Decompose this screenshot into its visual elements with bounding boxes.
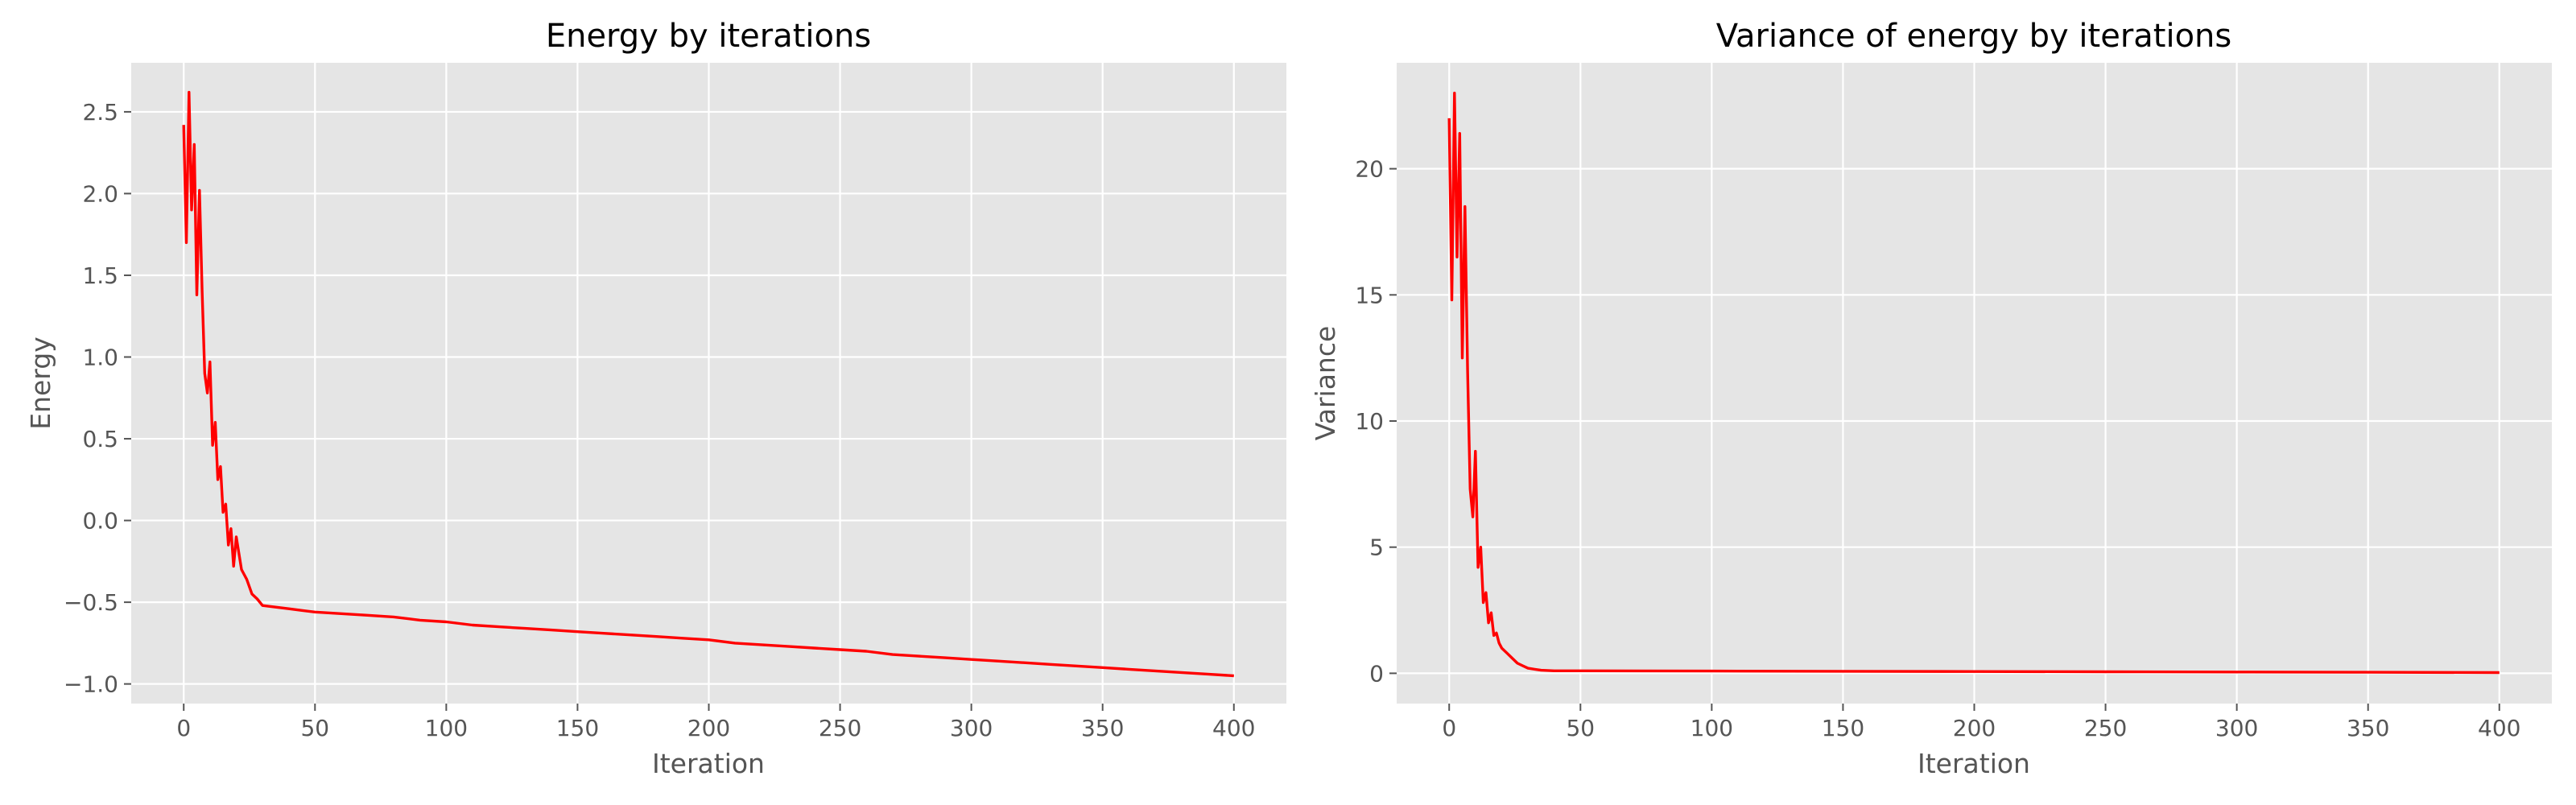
energy-chart: 0 50 100 150 200 250 300 350 400 −1.0 −0.5 0.0 0.5 1.… [25, 18, 1286, 779]
energy-y-tick-label: 2.0 [82, 180, 118, 207]
variance-y-tick-label: 5 [1369, 535, 1384, 561]
variance-chart: 0 50 100 150 200 250 300 350 400 0 5 10 15 20 Varianc… [1310, 18, 2552, 779]
variance-series [1447, 91, 2500, 675]
variance-x-tick-label: 400 [2478, 715, 2520, 741]
energy-x-tick-label: 300 [950, 715, 993, 741]
variance-x-axis-label: Iteration [1918, 748, 2030, 779]
energy-x-tick-label: 400 [1212, 715, 1255, 741]
variance-y-tick-label: 20 [1355, 156, 1384, 183]
variance-x-tick-label: 50 [1566, 715, 1595, 741]
energy-chart-title: Energy by iterations [546, 18, 871, 55]
variance-y-tick-label: 10 [1355, 408, 1384, 435]
energy-series [182, 90, 1234, 678]
energy-x-tick-label: 50 [300, 715, 329, 741]
energy-x-tick-label: 350 [1081, 715, 1124, 741]
energy-x-tick-label: 0 [176, 715, 191, 741]
energy-gridlines [131, 63, 1286, 704]
variance-x-tick-label: 350 [2347, 715, 2389, 741]
variance-x-tick-label: 0 [1442, 715, 1456, 741]
variance-y-axis-label: Variance [1310, 326, 1341, 441]
energy-x-tick-label: 250 [819, 715, 861, 741]
energy-line-series [182, 90, 1234, 678]
variance-x-tick-label: 100 [1690, 715, 1733, 741]
energy-ticks: 0 50 100 150 200 250 300 350 400 −1.0 −0.5 0.0 0.5 1.… [64, 99, 1255, 741]
energy-y-tick-label: −0.5 [64, 589, 118, 616]
variance-x-tick-label: 250 [2084, 715, 2127, 741]
energy-y-tick-label: 0.5 [82, 426, 118, 452]
energy-x-tick-label: 150 [556, 715, 599, 741]
energy-y-tick-label: 1.5 [82, 262, 118, 289]
energy-y-tick-label: −1.0 [64, 671, 118, 698]
energy-y-tick-label: 1.0 [82, 345, 118, 371]
variance-chart-title: Variance of energy by iterations [1716, 18, 2231, 55]
variance-x-tick-label: 200 [1953, 715, 1996, 741]
variance-x-tick-label: 150 [1822, 715, 1864, 741]
energy-y-axis-label: Energy [25, 336, 56, 430]
energy-x-tick-label: 100 [425, 715, 468, 741]
variance-y-tick-label: 0 [1369, 660, 1384, 687]
variance-y-tick-label: 15 [1355, 282, 1384, 308]
energy-y-tick-label: 2.5 [82, 99, 118, 126]
variance-line-series [1447, 91, 2500, 675]
variance-ticks: 0 50 100 150 200 250 300 350 400 0 5 10 15 20 [1355, 156, 2520, 741]
energy-x-tick-label: 200 [687, 715, 730, 741]
energy-x-axis-label: Iteration [652, 748, 765, 779]
energy-y-tick-label: 0.0 [82, 508, 118, 535]
variance-x-tick-label: 300 [2215, 715, 2258, 741]
